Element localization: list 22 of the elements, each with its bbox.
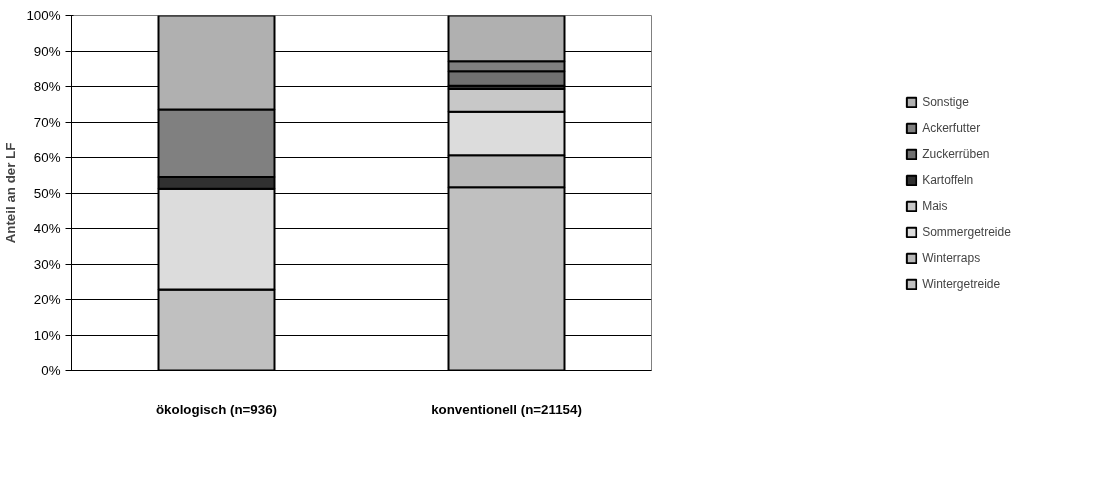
y-tick-label: 100%	[26, 8, 61, 23]
y-tick-label: 70%	[33, 114, 61, 130]
legend-label: Kartoffeln	[922, 172, 974, 187]
y-tick-label: 30%	[33, 256, 61, 272]
y-tick-label: 20%	[33, 292, 61, 307]
y-tick-label: 90%	[33, 43, 61, 59]
legend-label: Winterraps	[922, 250, 981, 265]
x-tick-label: ökologisch (n=936)	[155, 401, 278, 417]
y-axis-title: Anteil an der LF	[3, 142, 19, 244]
legend-label: Sonstige	[922, 94, 969, 109]
y-tick-label: 10%	[33, 327, 61, 343]
legend-label: Ackerfutter	[922, 120, 981, 135]
legend-label: Mais	[922, 198, 948, 213]
y-tick-label: 40%	[33, 221, 61, 236]
y-tick-label: 60%	[33, 150, 61, 165]
x-tick-label: konventionell (n=21154)	[431, 401, 582, 417]
y-tick-label: 50%	[33, 185, 61, 201]
legend-label: Zuckerrüben	[922, 146, 990, 161]
legend-label: Wintergetreide	[922, 276, 1001, 291]
legend-label: Sommergetreide	[922, 224, 1011, 239]
y-tick-label: 0%	[41, 363, 61, 378]
y-tick-label: 80%	[33, 79, 61, 94]
